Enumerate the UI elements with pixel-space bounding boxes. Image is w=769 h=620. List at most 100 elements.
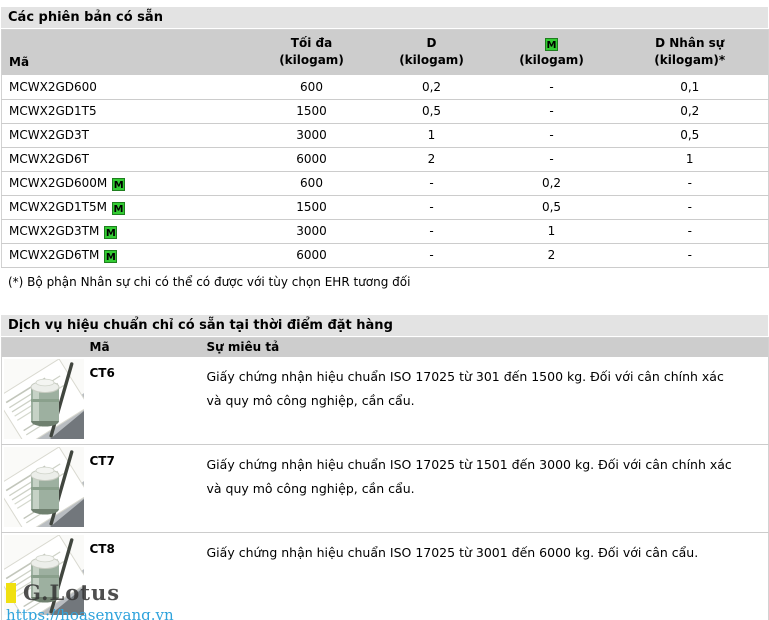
- table-row: MCWX2GD6TM M 6000-2-: [1, 243, 769, 268]
- value-cell: -: [611, 195, 769, 220]
- column-header-max-unit: (kilogam): [279, 53, 344, 67]
- value-cell: 6000: [251, 147, 372, 172]
- value-cell: 2: [371, 147, 492, 172]
- header-row: Mã Tối đa (kilogam) D (kilogam) M (kilog…: [1, 29, 769, 75]
- watermark: G.Lotus https://hoasenvang.vn: [6, 580, 174, 620]
- value-cell: 0,5: [371, 99, 492, 124]
- column-header-d-unit: (kilogam): [399, 53, 464, 67]
- service-description-cell: Giấy chứng nhận hiệu chuẩn ISO 17025 từ …: [206, 444, 769, 533]
- watermark-link[interactable]: https://hoasenvang.vn: [6, 606, 174, 620]
- product-code-cell: MCWX2GD6T: [1, 147, 252, 172]
- column-header-d: D (kilogam): [371, 29, 492, 75]
- product-code-cell: MCWX2GD3T: [1, 123, 252, 148]
- header-row: Mã Sự miêu tả: [1, 337, 769, 357]
- m-badge-icon: M: [104, 249, 118, 263]
- value-cell: 600: [251, 75, 372, 100]
- value-cell: 1: [491, 219, 612, 244]
- value-cell: -: [611, 219, 769, 244]
- column-header-d-hr-label: D Nhân sự: [655, 36, 725, 50]
- value-cell: 1: [371, 123, 492, 148]
- value-cell: 0,2: [611, 99, 769, 124]
- table-row: MCWX2GD3T 3000 1-0,5: [1, 123, 769, 148]
- certificate-image: [0, 357, 90, 447]
- column-header-m: M (kilogam): [491, 29, 612, 75]
- service-code-cell: CT8: [86, 532, 207, 620]
- value-cell: 1500: [251, 195, 372, 220]
- services-table: Mã Sự miêu tả CT6 Giấy chứng nhận hiệu ch…: [0, 336, 769, 620]
- value-cell: -: [611, 171, 769, 196]
- product-code-cell: MCWX2GD600M M: [1, 171, 252, 196]
- services-table-header: Mã Sự miêu tả: [1, 337, 769, 357]
- value-cell: 600: [251, 171, 372, 196]
- value-cell: 3000: [251, 219, 372, 244]
- certificate-graphic: [0, 358, 90, 447]
- column-header-d-label: D: [426, 36, 437, 50]
- watermark-brand: G.Lotus: [23, 580, 121, 605]
- product-code-cell: MCWX2GD3TM M: [1, 219, 252, 244]
- value-cell: 1500: [251, 99, 372, 124]
- value-cell: -: [491, 147, 612, 172]
- table-row: MCWX2GD600 600 0,2-0,1: [1, 75, 769, 100]
- table-row: CT8 Giấy chứng nhận hiệu chuẩn ISO 17025 …: [0, 532, 769, 620]
- m-badge-header: M: [492, 35, 612, 52]
- footnote: (*) Bộ phận Nhân sự chi có thể có được v…: [8, 274, 411, 289]
- product-code-cell: MCWX2GD600: [1, 75, 252, 100]
- service-description-cell: Giấy chứng nhận hiệu chuẩn ISO 17025 từ …: [206, 357, 769, 445]
- services-table-body: CT6 Giấy chứng nhận hiệu chuẩn ISO 17025 …: [0, 357, 769, 620]
- table-row: MCWX2GD3TM M 3000-1-: [1, 219, 769, 244]
- table-row: MCWX2GD6T 6000 2-1: [1, 147, 769, 172]
- services-table-title: Dịch vụ hiệu chuẩn chỉ có sẵn tại thời đ…: [1, 314, 768, 336]
- m-badge-icon: M: [112, 177, 126, 191]
- versions-table-header: Mã Tối đa (kilogam) D (kilogam) M (kilog…: [1, 29, 769, 75]
- value-cell: -: [611, 243, 769, 268]
- column-header-m-unit: (kilogam): [519, 53, 584, 67]
- services-section: Dịch vụ hiệu chuẩn chỉ có sẵn tại thời đ…: [0, 314, 769, 620]
- table-row: CT7 Giấy chứng nhận hiệu chuẩn ISO 17025 …: [0, 444, 769, 535]
- certificate-image: [0, 444, 90, 535]
- service-description-cell: Giấy chứng nhận hiệu chuẩn ISO 17025 từ …: [206, 532, 769, 620]
- service-code-cell: CT6: [86, 357, 207, 445]
- value-cell: 6000: [251, 243, 372, 268]
- value-cell: 0,5: [491, 195, 612, 220]
- value-cell: -: [491, 99, 612, 124]
- service-code-cell: CT7: [86, 444, 207, 533]
- watermark-brand-row: G.Lotus: [6, 580, 174, 605]
- column-header-d-hr-unit: (kilogam)*: [654, 53, 726, 67]
- value-cell: -: [491, 123, 612, 148]
- column-header-d-hr: D Nhân sự (kilogam)*: [611, 29, 769, 75]
- value-cell: 0,1: [611, 75, 769, 100]
- table-row: MCWX2GD1T5 1500 0,5-0,2: [1, 99, 769, 124]
- versions-table-body: MCWX2GD600 600 0,2-0,1 MCWX2GD1T5 1500 0,5-0,…: [1, 75, 769, 268]
- column-header-image: [1, 337, 87, 357]
- column-header-code: Mã: [1, 29, 252, 75]
- table-row: MCWX2GD1T5M M 1500-0,5-: [1, 195, 769, 220]
- versions-table: Mã Tối đa (kilogam) D (kilogam) M (kilog…: [1, 29, 769, 268]
- product-code-cell: MCWX2GD6TM M: [1, 243, 252, 268]
- value-cell: 3000: [251, 123, 372, 148]
- value-cell: 0,5: [611, 123, 769, 148]
- value-cell: 2: [491, 243, 612, 268]
- m-badge-icon: M: [104, 225, 118, 239]
- versions-section: Các phiên bản có sẵn Mã Tối đa (kilogam)…: [1, 0, 769, 289]
- certificate-graphic: [0, 446, 90, 535]
- column-header-code: Mã: [86, 337, 207, 357]
- value-cell: -: [371, 243, 492, 268]
- m-badge-icon: M: [545, 38, 558, 51]
- column-header-max-label: Tối đa: [290, 36, 333, 50]
- certificate-image: [0, 532, 90, 620]
- column-header-max: Tối đa (kilogam): [251, 29, 372, 75]
- versions-table-title: Các phiên bản có sẵn: [1, 7, 768, 28]
- m-badge-icon: M: [111, 201, 125, 215]
- product-code-cell: MCWX2GD1T5M M: [1, 195, 252, 220]
- certificate-graphic: [0, 534, 90, 620]
- value-cell: 1: [611, 147, 769, 172]
- table-row: CT6 Giấy chứng nhận hiệu chuẩn ISO 17025 …: [0, 357, 769, 447]
- column-header-description: Sự miêu tả: [206, 337, 769, 357]
- value-cell: 0,2: [371, 75, 492, 100]
- value-cell: 0,2: [491, 171, 612, 196]
- value-cell: -: [371, 219, 492, 244]
- yellow-bar-icon: [6, 582, 16, 603]
- value-cell: -: [371, 171, 492, 196]
- table-row: MCWX2GD600M M 600-0,2-: [1, 171, 769, 196]
